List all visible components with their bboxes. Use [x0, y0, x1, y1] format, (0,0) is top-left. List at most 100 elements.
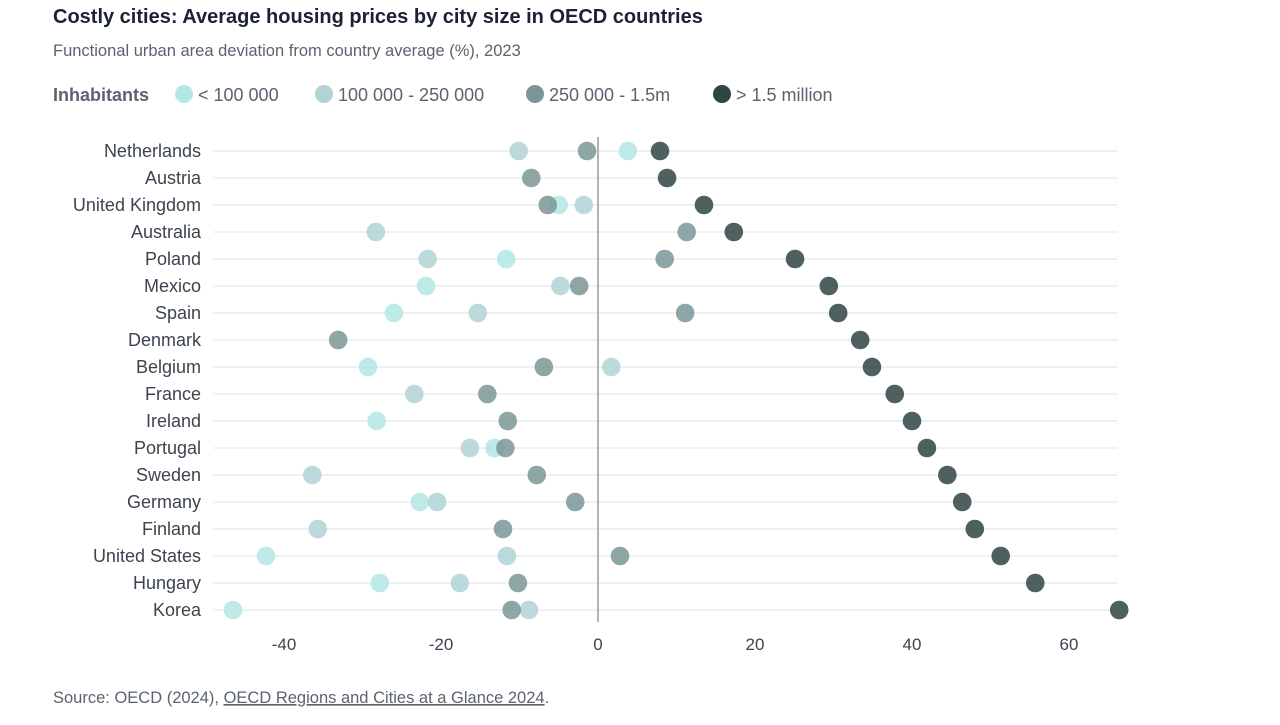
dot-mexico-1-5-million[interactable]	[819, 276, 839, 296]
dot-spain-100-000-250-000[interactable]	[468, 303, 488, 323]
dot-netherlands-100-000-250-000[interactable]	[509, 141, 529, 161]
dots	[223, 141, 1129, 620]
dot-portugal-100-000-250-000[interactable]	[460, 438, 480, 458]
dot-austria-1-5-million[interactable]	[657, 168, 677, 188]
dot-korea-250-000-1-5m[interactable]	[502, 600, 521, 620]
dot-australia-100-000-250-000[interactable]	[366, 222, 386, 242]
dot-finland-100-000-250-000[interactable]	[308, 519, 328, 539]
x-tick-label: 20	[746, 635, 765, 654]
x-tick-label: 40	[903, 635, 922, 654]
country-label: Austria	[145, 168, 202, 188]
dot-poland-1-5-million[interactable]	[785, 249, 805, 269]
dot-korea-100-000[interactable]	[223, 600, 243, 620]
legend: Inhabitants < 100 000 100 000 - 250 000 25…	[53, 85, 833, 105]
dot-ireland-100-000[interactable]	[367, 411, 386, 431]
dot-united-kingdom-250-000-1-5m[interactable]	[538, 195, 558, 215]
country-label: Spain	[155, 303, 201, 323]
dot-germany-100-000-250-000[interactable]	[427, 492, 447, 512]
x-tick-label: -40	[272, 635, 297, 654]
dot-germany-1-5-million[interactable]	[952, 492, 972, 512]
dot-united-states-1-5-million[interactable]	[991, 546, 1011, 566]
dot-denmark-250-000-1-5m[interactable]	[328, 330, 348, 350]
dot-united-states-100-000-250-000[interactable]	[497, 546, 517, 566]
dot-united-states-100-000[interactable]	[256, 546, 276, 566]
dot-austria-250-000-1-5m[interactable]	[521, 168, 541, 188]
dot-hungary-1-5-million[interactable]	[1025, 573, 1045, 593]
dot-hungary-100-000-250-000[interactable]	[450, 573, 470, 593]
dot-mexico-250-000-1-5m[interactable]	[569, 276, 589, 296]
dot-poland-100-000-250-000[interactable]	[418, 249, 437, 269]
dot-netherlands-1-5-million[interactable]	[650, 141, 670, 161]
country-label: Mexico	[144, 276, 201, 296]
dot-belgium-100-000[interactable]	[358, 357, 378, 377]
dot-belgium-100-000-250-000[interactable]	[602, 357, 621, 377]
dot-sweden-250-000-1-5m[interactable]	[527, 465, 547, 485]
country-label: Hungary	[133, 573, 201, 593]
dot-netherlands-250-000-1-5m[interactable]	[577, 141, 597, 161]
dot-hungary-100-000[interactable]	[370, 573, 390, 593]
source-note: Source: OECD (2024), OECD Regions and Ci…	[53, 689, 549, 707]
dot-spain-250-000-1-5m[interactable]	[675, 303, 695, 323]
legend-swatch-1-5-million	[713, 85, 731, 103]
country-label: Poland	[145, 249, 201, 269]
country-label: Germany	[127, 492, 201, 512]
dot-portugal-250-000-1-5m[interactable]	[496, 438, 515, 458]
country-label: Finland	[142, 519, 201, 539]
dot-germany-100-000[interactable]	[410, 492, 430, 512]
source-link[interactable]: OECD Regions and Cities at a Glance 2024	[224, 689, 545, 707]
dot-korea-1-5-million[interactable]	[1109, 600, 1129, 620]
dot-korea-100-000-250-000[interactable]	[519, 600, 539, 620]
legend-label: 100 000 - 250 000	[338, 85, 484, 105]
dot-australia-1-5-million[interactable]	[724, 222, 744, 242]
legend-label: 250 000 - 1.5m	[549, 85, 670, 105]
country-label: United Kingdom	[73, 195, 201, 215]
dot-sweden-1-5-million[interactable]	[938, 465, 957, 485]
legend-swatch-250-000-1-5m	[526, 85, 544, 103]
country-label: Sweden	[136, 465, 201, 485]
dot-mexico-100-000[interactable]	[416, 276, 436, 296]
dot-finland-250-000-1-5m[interactable]	[493, 519, 513, 539]
legend-label: > 1.5 million	[736, 85, 833, 105]
x-axis: -40 -20 0 20 40 60	[272, 635, 1079, 654]
dot-finland-1-5-million[interactable]	[965, 519, 985, 539]
dot-belgium-250-000-1-5m[interactable]	[534, 357, 554, 377]
country-label: Belgium	[136, 357, 201, 377]
country-label: Denmark	[128, 330, 202, 350]
country-label: Australia	[131, 222, 202, 242]
dot-denmark-1-5-million[interactable]	[850, 330, 870, 350]
dot-portugal-1-5-million[interactable]	[917, 438, 937, 458]
legend-swatch-100-000	[175, 85, 193, 103]
country-label: Ireland	[146, 411, 201, 431]
chart-title: Costly cities: Average housing prices by…	[53, 6, 703, 28]
country-label: Netherlands	[104, 141, 201, 161]
x-tick-label: 60	[1060, 635, 1079, 654]
dot-belgium-1-5-million[interactable]	[862, 357, 882, 377]
country-label: France	[145, 384, 201, 404]
dot-united-kingdom-100-000-250-000[interactable]	[574, 195, 594, 215]
dot-united-states-250-000-1-5m[interactable]	[610, 546, 630, 566]
dot-australia-250-000-1-5m[interactable]	[677, 222, 697, 242]
dot-france-250-000-1-5m[interactable]	[478, 384, 497, 404]
country-label: Portugal	[134, 438, 201, 458]
dot-spain-1-5-million[interactable]	[828, 303, 848, 323]
legend-label: < 100 000	[198, 85, 279, 105]
dot-ireland-250-000-1-5m[interactable]	[498, 411, 518, 431]
dot-united-kingdom-1-5-million[interactable]	[694, 195, 714, 215]
dot-france-100-000-250-000[interactable]	[405, 384, 424, 404]
rows: Netherlands Austria United Kingdom Australi…	[73, 141, 1118, 620]
legend-swatch-100-000-250-000	[315, 85, 333, 103]
country-label: United States	[93, 546, 201, 566]
dot-ireland-1-5-million[interactable]	[902, 411, 922, 431]
dot-netherlands-100-000[interactable]	[618, 141, 638, 161]
dot-spain-100-000[interactable]	[384, 303, 404, 323]
dot-germany-250-000-1-5m[interactable]	[565, 492, 585, 512]
dot-france-1-5-million[interactable]	[885, 384, 905, 404]
legend-title: Inhabitants	[53, 85, 149, 105]
x-tick-label: 0	[593, 635, 602, 654]
dot-poland-100-000[interactable]	[496, 249, 516, 269]
dot-poland-250-000-1-5m[interactable]	[655, 249, 675, 269]
dot-sweden-100-000-250-000[interactable]	[302, 465, 322, 485]
dot-hungary-250-000-1-5m[interactable]	[508, 573, 528, 593]
dot-mexico-100-000-250-000[interactable]	[551, 276, 570, 296]
